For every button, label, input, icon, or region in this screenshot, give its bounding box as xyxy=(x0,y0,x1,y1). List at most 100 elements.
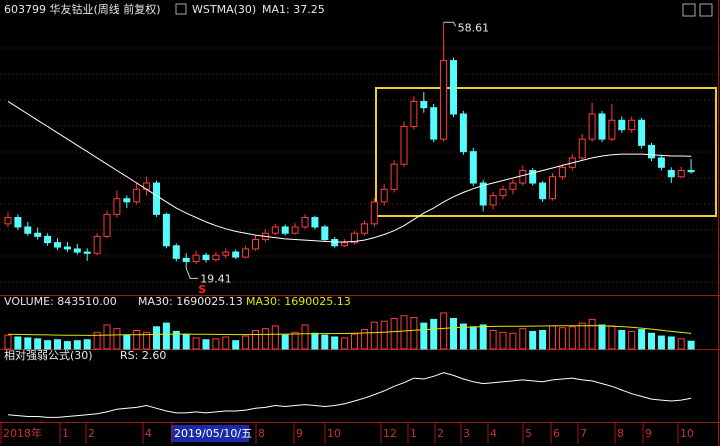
x-tick-label: 1 xyxy=(62,427,69,440)
volume-bar xyxy=(202,339,210,350)
volume-bar xyxy=(499,331,507,350)
volume-bar xyxy=(529,330,537,350)
candle-body xyxy=(380,188,388,203)
candle-body xyxy=(430,107,438,140)
candle-body xyxy=(469,151,477,184)
volume-bar xyxy=(73,340,81,350)
x-tick-label: 7 xyxy=(580,427,587,440)
volume-bar xyxy=(568,326,576,350)
candle-body xyxy=(479,182,487,206)
candle-body xyxy=(618,119,626,131)
volume-bar xyxy=(123,334,131,350)
volume-bar xyxy=(192,337,200,350)
cursor-date-box xyxy=(171,425,249,442)
candle-body xyxy=(677,169,685,178)
candle-body xyxy=(172,245,180,259)
candle-body xyxy=(598,113,606,140)
annotation-leader xyxy=(443,21,457,27)
volume-bar xyxy=(509,332,517,350)
volume-bar xyxy=(242,335,250,350)
volume-bar xyxy=(103,324,111,350)
candle-body xyxy=(410,100,418,128)
volume-bar xyxy=(618,330,626,350)
candle-body xyxy=(54,242,61,248)
annotation: 19.41 xyxy=(200,272,232,285)
candle-body xyxy=(628,119,636,131)
volume-bar xyxy=(588,318,596,350)
x-tick-label: 3 xyxy=(463,427,470,440)
x-tick-label: 2 xyxy=(88,427,95,440)
volume-bar xyxy=(172,330,180,350)
volume-bar xyxy=(212,338,220,350)
rs-label: RS: 2.60 xyxy=(120,349,166,362)
volume-bar xyxy=(63,341,71,350)
icon[interactable] xyxy=(699,3,713,17)
candle-body xyxy=(182,257,190,262)
volume-bar xyxy=(351,333,358,350)
volume-bar xyxy=(14,336,22,350)
volume-bar xyxy=(479,324,487,350)
volume-bar xyxy=(558,327,566,350)
candle-body xyxy=(400,126,408,165)
candle-body xyxy=(162,213,170,247)
candle-body xyxy=(34,232,42,237)
volume-ma-line xyxy=(7,325,692,336)
chart-title: 603799 华友钴业(周线 前复权) xyxy=(4,2,161,16)
volume-bar xyxy=(489,330,497,350)
volume-bar xyxy=(113,328,121,350)
candle-body xyxy=(73,248,81,253)
x-tick-label: 8 xyxy=(617,427,624,440)
icon[interactable] xyxy=(682,3,696,17)
candle-body xyxy=(558,166,566,178)
volume-bar xyxy=(608,325,616,350)
candle-body xyxy=(648,144,655,159)
candle-body xyxy=(133,188,141,203)
ma-line xyxy=(7,100,692,243)
candle-body xyxy=(440,60,448,140)
toolbar-icons[interactable] xyxy=(682,3,713,17)
volume-bar xyxy=(311,332,319,350)
volume-bar xyxy=(301,324,309,350)
volume-bar xyxy=(341,337,349,350)
signal: S xyxy=(198,283,206,296)
candle-body xyxy=(192,254,200,262)
candle-body xyxy=(499,188,507,197)
x-tick-label: 9 xyxy=(645,427,652,440)
candle-body xyxy=(222,251,230,256)
volume-bar xyxy=(539,330,547,350)
volume-bar xyxy=(34,338,42,350)
icon[interactable] xyxy=(175,3,187,15)
annotation-arrow xyxy=(185,268,199,279)
annotation: 58.61 xyxy=(458,21,490,34)
candle-body xyxy=(687,169,695,173)
volume-bar xyxy=(83,339,91,350)
candle-body xyxy=(271,226,279,234)
volume-bar xyxy=(153,326,160,350)
volume-bar xyxy=(420,322,428,350)
candle-body xyxy=(93,235,101,254)
candle-body xyxy=(291,226,299,234)
candle-body xyxy=(509,182,517,190)
volume-bar xyxy=(261,328,269,350)
x-tick-label: 2018年 xyxy=(3,426,42,440)
volume-bar xyxy=(370,321,378,350)
candle-body xyxy=(24,226,32,234)
candle-body xyxy=(549,176,556,200)
candle-body xyxy=(123,198,131,203)
candle-body xyxy=(321,226,329,241)
volume-bar xyxy=(133,330,141,350)
candle-body xyxy=(281,226,289,234)
x-tick-label: 5 xyxy=(525,427,532,440)
volume-bar xyxy=(271,325,279,350)
candle-body xyxy=(489,195,497,206)
volume-bar xyxy=(54,339,61,350)
volume-bar xyxy=(291,331,299,350)
volume-bar xyxy=(459,323,467,350)
volume-bar xyxy=(469,326,477,350)
volume-bar xyxy=(519,328,527,350)
volume-bar xyxy=(549,325,556,350)
volume-bar xyxy=(380,320,388,350)
volume-bar xyxy=(400,315,408,350)
